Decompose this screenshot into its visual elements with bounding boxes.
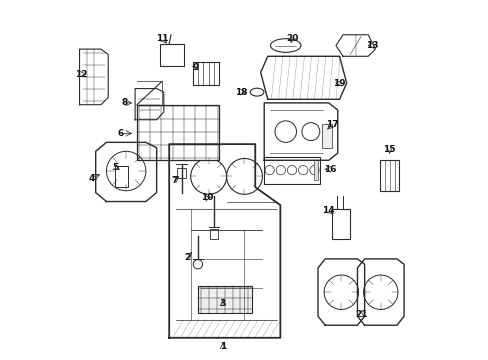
Bar [314,160,317,180]
Text: 4: 4 [89,174,95,183]
Bar [115,166,128,187]
Text: 6: 6 [118,129,123,138]
Text: 7: 7 [171,176,178,185]
Text: 9: 9 [192,63,199,72]
Text: 19: 19 [332,79,345,88]
Text: 1: 1 [220,342,225,351]
Text: 14: 14 [322,206,334,215]
Text: 12: 12 [75,70,87,79]
Text: 15: 15 [383,145,395,154]
Text: 18: 18 [234,87,246,96]
Bar [192,62,219,85]
Bar [264,157,319,184]
Bar [209,229,218,239]
Bar [198,286,251,313]
Text: 5: 5 [112,163,118,172]
Text: 16: 16 [324,165,336,174]
Bar [332,209,349,239]
Bar [160,44,183,66]
Text: 11: 11 [156,34,168,43]
Bar [379,160,398,191]
Text: 2: 2 [183,253,190,262]
Text: 17: 17 [325,120,338,129]
Ellipse shape [270,39,301,52]
Bar [321,125,332,148]
Text: 13: 13 [365,41,377,50]
Text: 20: 20 [286,34,299,43]
Text: 8: 8 [121,98,127,107]
Bar [177,168,185,178]
Bar [137,105,219,160]
Text: 3: 3 [220,299,225,308]
Text: 10: 10 [200,193,213,202]
Ellipse shape [250,88,264,96]
Text: 21: 21 [354,310,366,319]
